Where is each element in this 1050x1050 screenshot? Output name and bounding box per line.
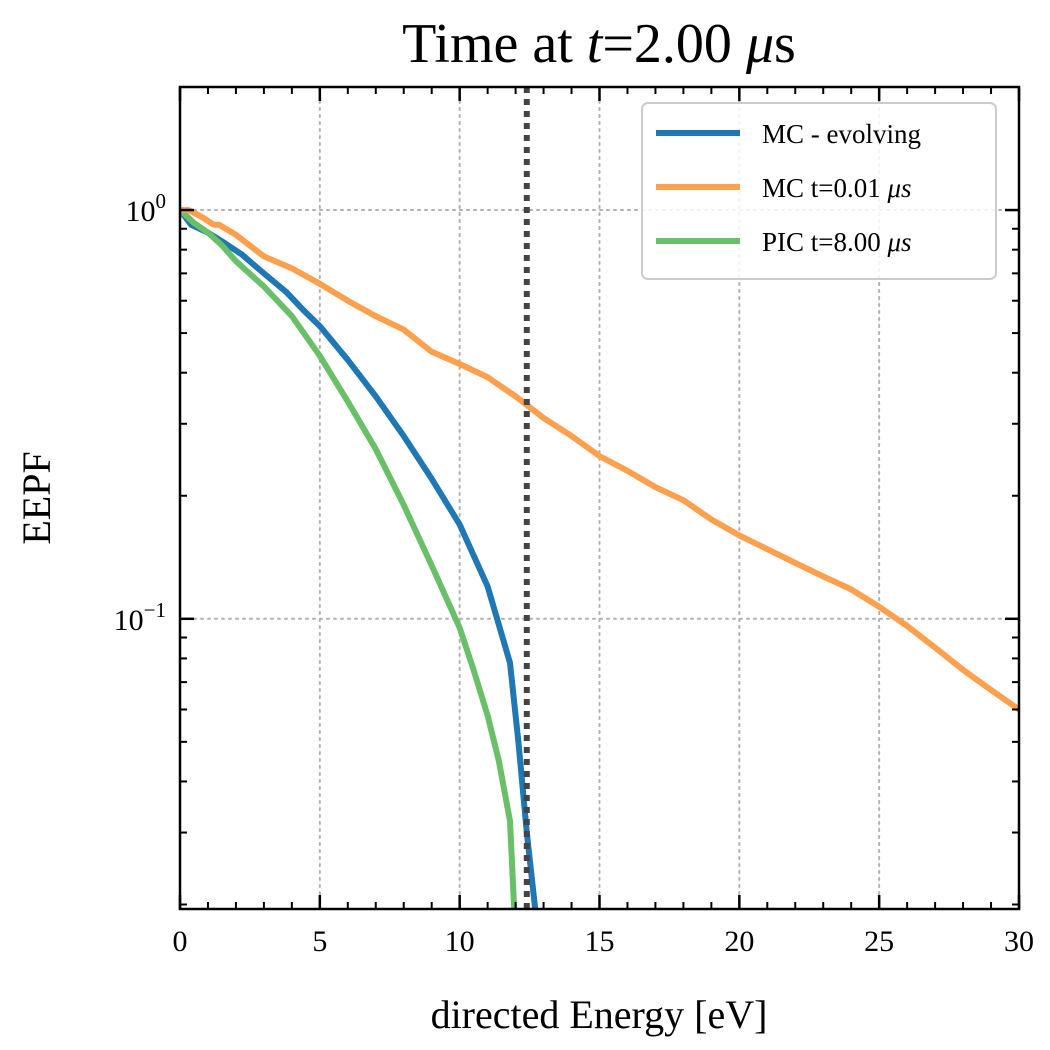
series-line xyxy=(180,208,539,909)
y-axis-label: EEPF xyxy=(14,451,59,544)
legend-label: MC t=0.01 μs xyxy=(762,173,912,203)
legend-label: MC - evolving xyxy=(762,119,921,149)
axis-ticks xyxy=(178,86,1021,909)
y-tick-labels: 100 10−1 xyxy=(114,189,166,637)
series-lines xyxy=(180,207,1019,909)
y-tick-label: 10−1 xyxy=(114,598,166,637)
y-tick-label: 100 xyxy=(126,189,167,228)
series-line xyxy=(180,207,1019,712)
x-tick-label: 5 xyxy=(312,925,327,958)
legend-box xyxy=(641,102,997,280)
x-tick-label: 0 xyxy=(173,925,188,958)
x-tick-label: 30 xyxy=(1004,925,1034,958)
x-axis-label: directed Energy [eV] xyxy=(431,992,768,1037)
chart-title: Time at t=2.00 μs xyxy=(402,13,796,75)
legend-label: PIC t=8.00 μs xyxy=(762,227,912,257)
x-tick-label: 25 xyxy=(864,925,894,958)
x-tick-label: 15 xyxy=(585,925,615,958)
x-tick-label: 10 xyxy=(445,925,475,958)
x-tick-label: 20 xyxy=(724,925,754,958)
series-line xyxy=(180,207,518,909)
legend: MC - evolving MC t=0.01 μs PIC t=8.00 μs xyxy=(641,102,997,280)
x-tick-labels: 0 5 10 15 20 25 30 xyxy=(173,925,1035,958)
